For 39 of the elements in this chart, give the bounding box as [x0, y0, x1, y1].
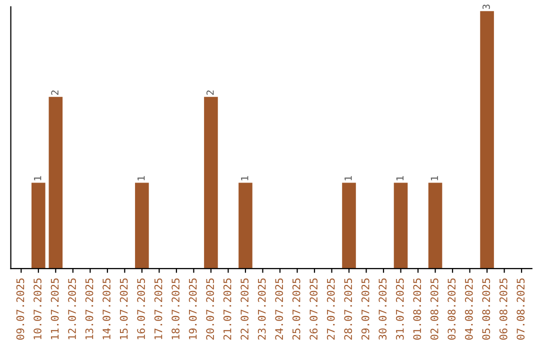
x-tick-label: 25.07.2025	[292, 278, 300, 340]
data-label: 1	[138, 176, 145, 180]
x-tick-label: 18.07.2025	[172, 278, 180, 340]
data-label: 3	[482, 4, 490, 10]
data-label: 1	[344, 176, 352, 180]
x-tick-label: 24.07.2025	[275, 278, 284, 340]
x-tick-label: 13.07.2025	[85, 278, 94, 340]
data-label: 2	[206, 90, 214, 95]
x-tick-label: 06.08.2025	[499, 278, 508, 340]
x-tick-label: 26.07.2025	[310, 278, 318, 340]
data-label: 1	[396, 176, 404, 180]
x-tick-label: 23.07.2025	[258, 278, 266, 340]
x-tick-label: 04.08.2025	[464, 278, 473, 340]
x-tick-label: 14.07.2025	[102, 278, 110, 340]
x-tick-label: 30.07.2025	[378, 278, 387, 340]
x-tick-label: 03.08.2025	[448, 278, 456, 340]
x-tick-label: 31.07.2025	[396, 278, 404, 340]
x-tick-label: 10.07.2025	[34, 278, 42, 340]
x-tick-label: 20.07.2025	[206, 278, 214, 340]
x-tick-label: 27.07.2025	[326, 278, 335, 340]
x-tick-label: 11.07.2025	[50, 278, 59, 340]
x-tick-label: 19.07.2025	[188, 278, 197, 340]
x-tick-label: 29.07.2025	[361, 278, 370, 340]
data-label: 1	[34, 176, 42, 180]
x-tick-label: 15.07.2025	[120, 278, 128, 340]
x-tick-label: 21.07.2025	[223, 278, 232, 340]
x-tick-label: 07.08.2025	[516, 278, 525, 340]
x-tick-label: 17.07.2025	[154, 278, 162, 340]
x-tick-label: 09.07.2025	[16, 278, 24, 340]
data-label: 1	[241, 176, 248, 180]
data-label: 1	[430, 176, 438, 180]
x-tick-label: 02.08.2025	[430, 278, 438, 340]
x-tick-label: 05.08.2025	[482, 278, 490, 340]
x-tick-label: 12.07.2025	[68, 278, 76, 340]
x-tick-label: 16.07.2025	[137, 278, 145, 340]
data-label: 2	[51, 90, 58, 95]
x-tick-label: 01.08.2025	[413, 278, 422, 340]
x-tick-label: 28.07.2025	[344, 278, 352, 340]
x-tick-label: 22.07.2025	[240, 278, 249, 340]
